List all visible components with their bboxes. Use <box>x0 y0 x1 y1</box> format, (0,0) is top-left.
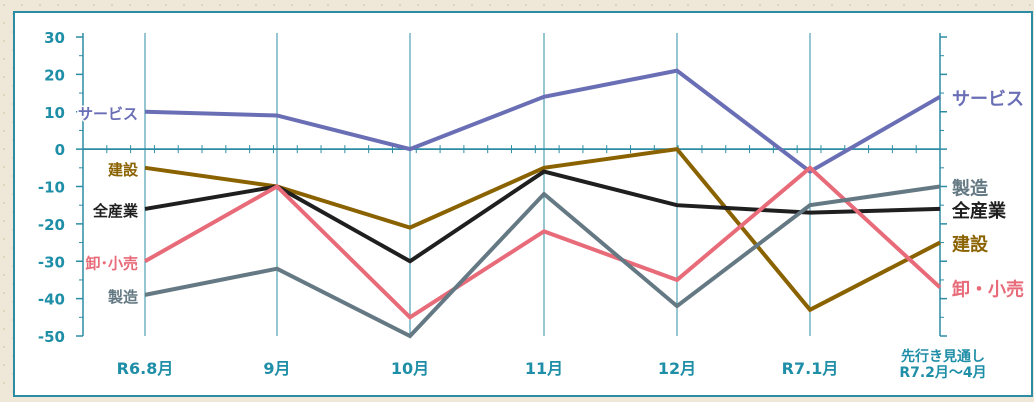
left-series-label: サービス <box>78 105 138 123</box>
right-series-label: 卸・小売 <box>952 278 1024 300</box>
right-series-label: 製造 <box>951 178 988 200</box>
left-series-label: 製造 <box>107 288 138 306</box>
x-tick-label: R7.2月〜4月 <box>899 365 986 381</box>
series-line-サービス <box>144 68 941 174</box>
y-tick-label: -30 <box>38 253 65 271</box>
left-series-label: 卸･小売 <box>85 254 138 272</box>
y-tick-label: 20 <box>44 66 65 84</box>
x-tick-label: 先行き見通し <box>901 348 985 365</box>
x-tick-label: R6.8月 <box>117 359 174 378</box>
y-tick-labels: 30 20 10 0 -10 -20 -30 -40 -50 <box>38 29 65 346</box>
series-line-卸・小売 <box>144 165 942 320</box>
left-series-label: 全産業 <box>92 202 139 220</box>
x-tick-label: R7.1月 <box>782 359 839 378</box>
y-tick-label: -50 <box>38 328 65 346</box>
x-tick-label: 11月 <box>525 359 563 378</box>
series-lines <box>144 68 942 339</box>
left-series-label: 建設 <box>108 161 139 179</box>
x-tick-label: 12月 <box>658 359 696 378</box>
y-tick-label: 10 <box>44 104 65 122</box>
x-tick-label: 9月 <box>263 359 290 378</box>
y-tick-label: -40 <box>38 291 65 309</box>
right-series-label: 建設 <box>952 234 989 256</box>
right-series-label: サービス <box>952 89 1024 110</box>
y-tick-label: -20 <box>38 216 65 234</box>
y-tick-label: 0 <box>55 141 65 159</box>
right-series-label: 全産業 <box>951 200 1007 222</box>
y-tick-label: -10 <box>38 179 65 197</box>
y-tick-label: 30 <box>44 29 65 47</box>
series-line-製造 <box>144 184 941 339</box>
x-tick-label: 10月 <box>391 359 429 378</box>
